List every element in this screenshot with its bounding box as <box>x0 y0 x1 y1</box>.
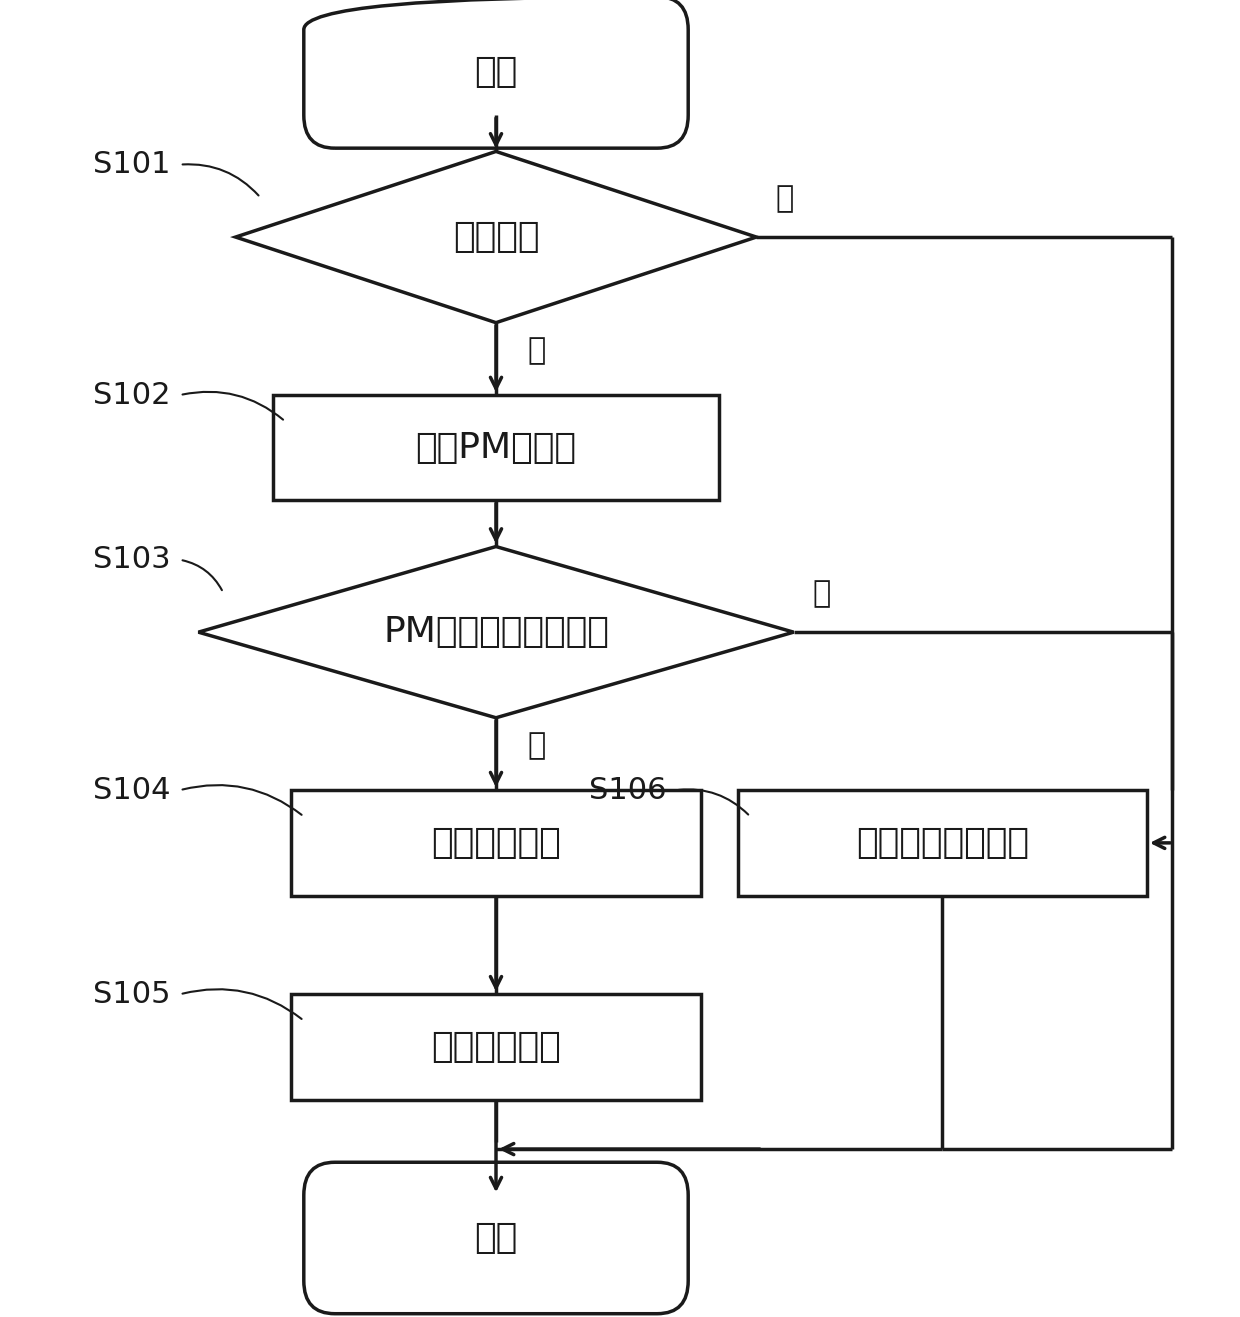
Text: 开始: 开始 <box>475 55 517 90</box>
Text: 是: 是 <box>527 731 546 760</box>
Text: 是: 是 <box>527 336 546 365</box>
Text: 取得PM堆积量: 取得PM堆积量 <box>415 431 577 465</box>
Bar <box>291 790 701 896</box>
Text: 结束: 结束 <box>475 1221 517 1255</box>
Bar <box>291 994 701 1100</box>
Bar <box>273 395 719 500</box>
Text: S101: S101 <box>93 150 171 179</box>
Text: 实施第二控制: 实施第二控制 <box>432 1030 560 1064</box>
Text: S106: S106 <box>589 776 667 805</box>
Text: S104: S104 <box>93 776 171 805</box>
Text: 实施第一控制: 实施第一控制 <box>432 826 560 860</box>
Text: PM堆积量＞规定量？: PM堆积量＞规定量？ <box>383 615 609 649</box>
Text: S103: S103 <box>93 545 171 574</box>
Bar <box>738 790 1147 896</box>
Text: 冷起动？: 冷起动？ <box>453 220 539 254</box>
Text: 实施通常升温控制: 实施通常升温控制 <box>856 826 1029 860</box>
Text: S102: S102 <box>93 381 171 410</box>
Text: 否: 否 <box>775 184 794 213</box>
Text: S105: S105 <box>93 980 171 1009</box>
Text: 否: 否 <box>812 579 831 608</box>
